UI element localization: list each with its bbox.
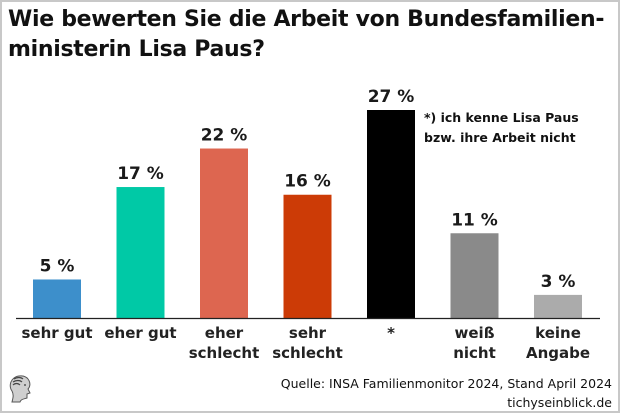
bar-2 bbox=[200, 148, 248, 318]
category-label-4: * bbox=[387, 324, 395, 342]
classical-head-logo-icon bbox=[9, 375, 31, 403]
source-text: Quelle: INSA Familienmonitor 2024, Stand… bbox=[280, 376, 612, 391]
chart-title: Wie bewerten Sie die Arbeit von Bundesfa… bbox=[8, 5, 608, 65]
bar-0 bbox=[33, 279, 81, 318]
category-label-3: sehr bbox=[289, 324, 327, 342]
bar-6 bbox=[534, 294, 582, 318]
value-label-0: 5 % bbox=[40, 256, 75, 276]
title-line-1: Wie bewerten Sie die Arbeit von Bundesfa… bbox=[8, 7, 605, 32]
category-label-1: eher gut bbox=[104, 324, 176, 342]
site-link[interactable]: tichyseinblick.de bbox=[507, 395, 612, 410]
title-line-2: ministerin Lisa Paus? bbox=[8, 37, 265, 62]
category-label-0: sehr gut bbox=[22, 324, 93, 342]
value-label-6: 3 % bbox=[541, 272, 576, 292]
category-label-5-line-2: nicht bbox=[453, 344, 496, 362]
value-label-4: 27 % bbox=[368, 87, 415, 107]
category-label-5: weiß bbox=[455, 324, 495, 342]
category-label-2-line-2: schlecht bbox=[189, 344, 260, 362]
value-label-2: 22 % bbox=[201, 126, 248, 146]
annotation-line-1: *) ich kenne Lisa Paus bbox=[424, 110, 579, 125]
category-label-6-line-2: Angabe bbox=[526, 344, 590, 362]
bar-3 bbox=[283, 194, 332, 318]
value-label-3: 16 % bbox=[284, 172, 331, 192]
bar-5 bbox=[450, 233, 499, 318]
annotation-line-2: bzw. ihre Arbeit nicht bbox=[424, 130, 576, 145]
bar-1 bbox=[116, 187, 165, 318]
footnote-annotation: *) ich kenne Lisa Paus bzw. ihre Arbeit … bbox=[424, 108, 579, 148]
category-label-3-line-2: schlecht bbox=[272, 344, 343, 362]
value-label-1: 17 % bbox=[117, 164, 164, 184]
category-label-2: eher bbox=[205, 324, 244, 342]
category-label-6: keine bbox=[535, 324, 581, 342]
value-label-5: 11 % bbox=[451, 210, 498, 230]
bar-4 bbox=[367, 110, 415, 318]
source-block: Quelle: INSA Familienmonitor 2024, Stand… bbox=[281, 374, 612, 412]
